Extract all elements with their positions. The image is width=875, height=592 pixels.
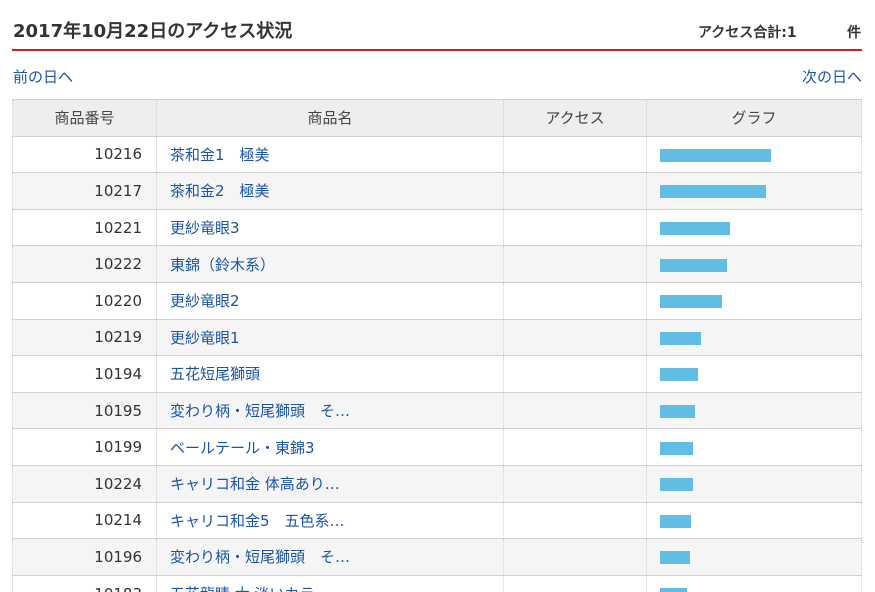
access-bar [660, 222, 730, 236]
access-bar [660, 368, 698, 382]
item-name-link[interactable]: 更紗竜眼3 [156, 208, 504, 247]
item-name-link[interactable]: 変わり柄・短尾獅頭 そ… [156, 538, 504, 576]
access-cell [503, 464, 647, 503]
next-day-link[interactable]: 次の日へ [801, 68, 862, 86]
graph-cell [646, 245, 862, 283]
table-row: 10194 五花短尾獅頭 [12, 355, 862, 393]
table-row: 10217 茶和金2 極美 [12, 172, 862, 210]
graph-cell [646, 281, 862, 320]
access-cell [503, 245, 647, 283]
table-row: 10224 キャリコ和金 体高あり… [12, 464, 862, 503]
access-cell [503, 355, 647, 393]
table-row: 10199 ベールテール・東錦3 [12, 428, 862, 466]
table-row: 10183五花龍睛 大 淡いカラ… [12, 574, 862, 592]
graph-cell [646, 208, 862, 247]
access-cell [503, 172, 647, 210]
item-name-link[interactable]: 五花短尾獅頭 [156, 355, 504, 393]
table-row: 10214 キャリコ和金5 五色系… [12, 501, 862, 540]
access-unit: 件 [847, 25, 861, 41]
divider [12, 49, 862, 51]
table-row: 10222 東錦（鈴木系） [12, 245, 862, 283]
table-row: 10220 更紗竜眼2 [12, 281, 862, 320]
access-cell [503, 428, 647, 466]
access-bar [660, 295, 722, 309]
access-bar [660, 331, 701, 345]
graph-cell [646, 172, 862, 210]
access-bar [660, 441, 693, 455]
access-cell [503, 318, 647, 357]
item-name-link[interactable]: 更紗竜眼1 [156, 318, 504, 357]
prev-day-link[interactable]: 前の日へ [13, 68, 74, 86]
access-cell [503, 501, 647, 540]
access-table: 商品番号 商品名 アクセス グラフ 10216 茶和金1 極美 10217 茶和金2 極美 10… [12, 99, 862, 592]
item-id: 10219 [12, 318, 157, 357]
graph-cell [646, 355, 862, 393]
item-id: 10183 [12, 574, 157, 592]
page-title: 2017年10月22日のアクセス状況 [13, 21, 293, 42]
item-name-link[interactable]: 茶和金2 極美 [156, 172, 504, 210]
column-header: 商品番号 [12, 99, 157, 137]
table-row: 10216 茶和金1 極美 [12, 135, 862, 174]
access-cell [503, 135, 647, 174]
column-header: グラフ [646, 99, 862, 137]
access-cell [503, 391, 647, 430]
graph-cell [646, 574, 862, 592]
item-id: 10221 [12, 208, 157, 247]
access-bar [660, 258, 727, 272]
access-bar [660, 185, 766, 199]
access-cell [503, 574, 647, 592]
column-header: 商品名 [156, 99, 504, 137]
table-row: 10196 変わり柄・短尾獅頭 そ… [12, 538, 862, 576]
graph-cell [646, 318, 862, 357]
access-bar [660, 514, 691, 528]
access-bar [660, 478, 693, 492]
access-cell [503, 538, 647, 576]
table-row: 10195 変わり柄・短尾獅頭 そ… [12, 391, 862, 430]
item-id: 10220 [12, 281, 157, 320]
graph-cell [646, 538, 862, 576]
graph-cell [646, 135, 862, 174]
item-id: 10195 [12, 391, 157, 430]
access-bar [660, 588, 687, 592]
access-bar [660, 405, 695, 419]
item-id: 10224 [12, 464, 157, 503]
item-name-link[interactable]: 東錦（鈴木系） [156, 245, 504, 283]
item-name-link[interactable]: 五花龍睛 大 淡いカラ… [156, 574, 504, 592]
item-id: 10196 [12, 538, 157, 576]
item-name-link[interactable]: 変わり柄・短尾獅頭 そ… [156, 391, 504, 430]
graph-cell [646, 464, 862, 503]
table-row: 10221 更紗竜眼3 [12, 208, 862, 247]
graph-cell [646, 428, 862, 466]
item-name-link[interactable]: 茶和金1 極美 [156, 135, 504, 174]
access-cell [503, 208, 647, 247]
graph-cell [646, 391, 862, 430]
item-name-link[interactable]: キャリコ和金 体高あり… [156, 464, 504, 503]
access-bar [660, 148, 771, 162]
item-name-link[interactable]: ベールテール・東錦3 [156, 428, 504, 466]
item-id: 10217 [12, 172, 157, 210]
header-row: 商品番号 商品名 アクセス グラフ [12, 99, 862, 137]
item-id: 10222 [12, 245, 157, 283]
access-cell [503, 281, 647, 320]
item-id: 10216 [12, 135, 157, 174]
item-name-link[interactable]: キャリコ和金5 五色系… [156, 501, 504, 540]
table-row: 10219 更紗竜眼1 [12, 318, 862, 357]
column-header: アクセス [503, 99, 647, 137]
item-id: 10214 [12, 501, 157, 540]
graph-cell [646, 501, 862, 540]
item-id: 10194 [12, 355, 157, 393]
access-total: アクセス合計:1 [698, 25, 797, 41]
item-name-link[interactable]: 更紗竜眼2 [156, 281, 504, 320]
item-id: 10199 [12, 428, 157, 466]
access-bar [660, 551, 690, 565]
